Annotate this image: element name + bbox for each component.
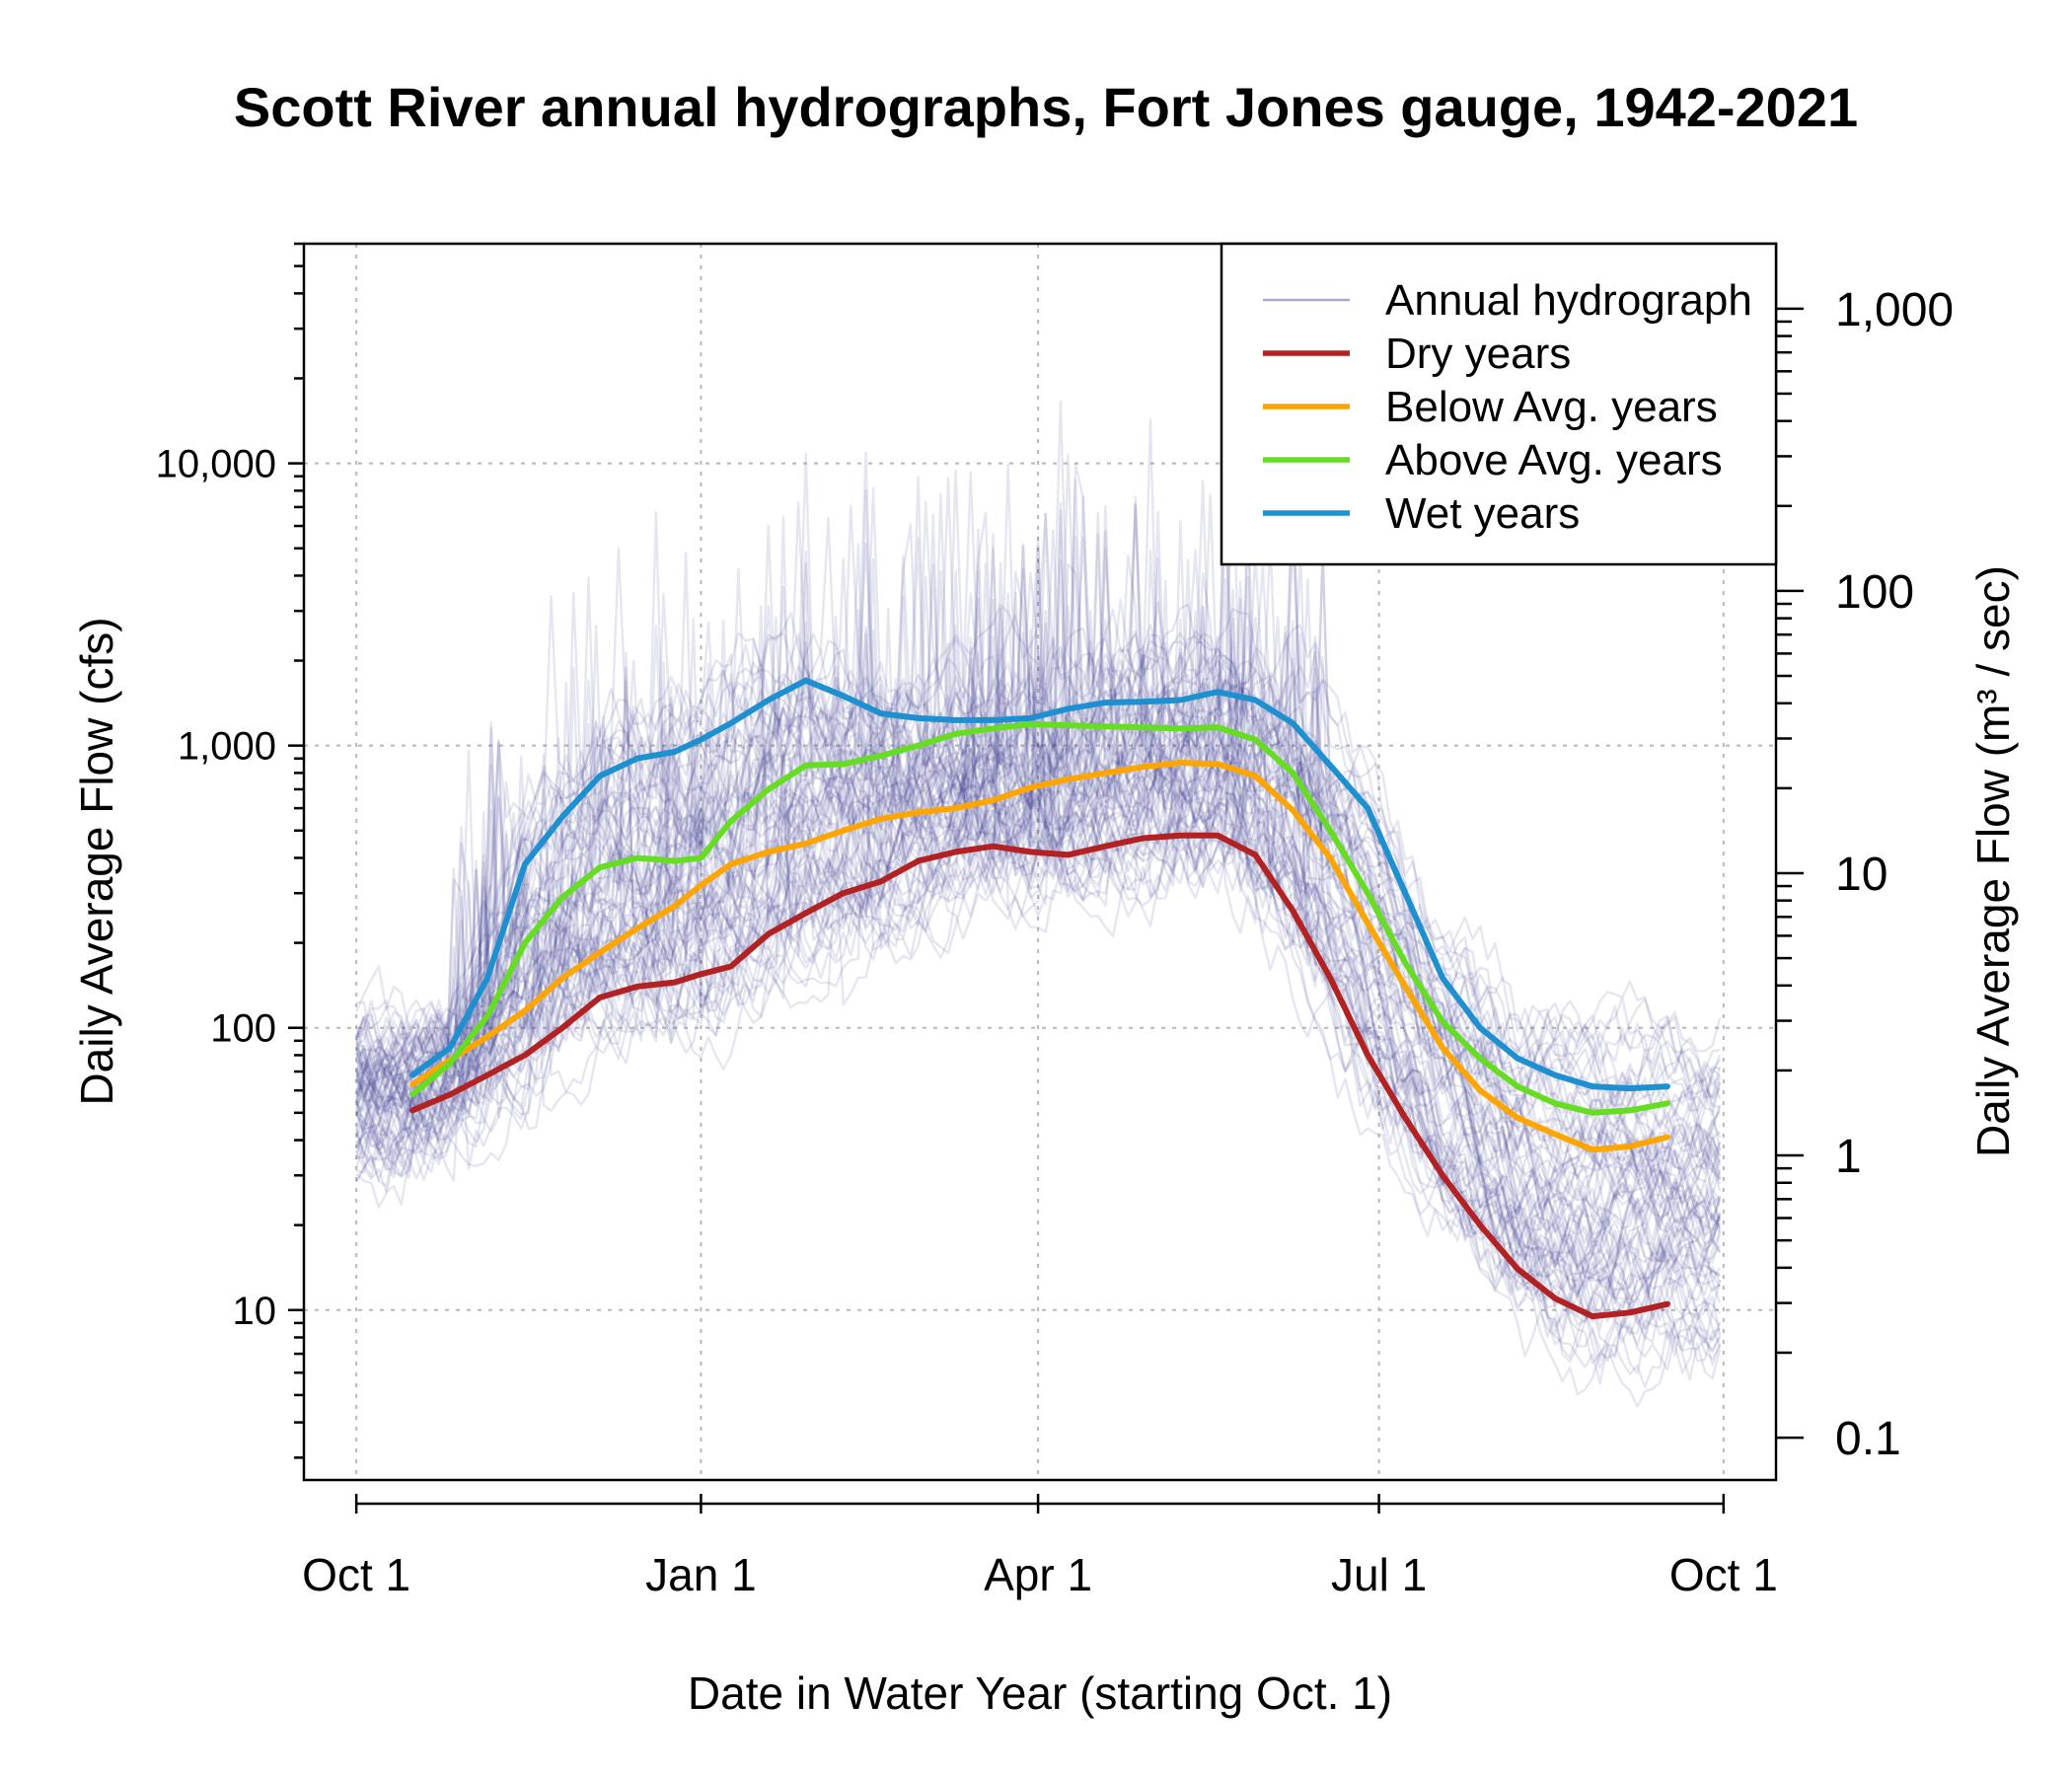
legend-label: Below Avg. years bbox=[1385, 383, 1718, 431]
series-line-dry-years bbox=[409, 832, 1670, 1320]
annual-hydrograph-line bbox=[355, 451, 1722, 1133]
annual-hydrograph-line bbox=[355, 592, 1722, 1173]
y2-tick-label: 1 bbox=[1835, 1131, 1862, 1183]
annual-hydrograph-line bbox=[355, 463, 1722, 1209]
annual-hydrograph-line bbox=[355, 631, 1722, 1361]
annual-hydrograph-line bbox=[355, 495, 1722, 1152]
annual-hydrograph-line bbox=[355, 554, 1722, 1239]
annual-hydrograph-line bbox=[355, 577, 1722, 1336]
legend-label: Annual hydrograph bbox=[1385, 276, 1752, 325]
annual-hydrograph-line bbox=[355, 683, 1722, 1256]
x-tick-label: Oct 1 bbox=[302, 1549, 410, 1600]
annual-hydrograph-line bbox=[355, 400, 1722, 1157]
annual-hydrograph-line bbox=[355, 510, 1722, 1201]
annual-hydrograph-line bbox=[355, 605, 1722, 1210]
annual-hydrographs bbox=[355, 400, 1722, 1408]
annual-hydrograph-line bbox=[355, 558, 1722, 1234]
legend: Annual hydrograph Dry years Below Avg. yea… bbox=[1220, 242, 1778, 566]
annual-hydrograph-line bbox=[355, 546, 1722, 1201]
y-axis-title: Daily Average Flow (cfs) bbox=[71, 617, 122, 1105]
annual-hydrograph-line bbox=[355, 635, 1722, 1324]
annual-hydrograph-line bbox=[355, 651, 1722, 1288]
annual-hydrograph-line bbox=[356, 502, 1721, 1113]
annual-hydrograph-line bbox=[356, 762, 1722, 1261]
annual-hydrograph-line bbox=[355, 569, 1722, 1328]
annual-hydrograph-line bbox=[355, 461, 1721, 1158]
annual-hydrograph-line bbox=[355, 528, 1722, 1269]
annual-hydrograph-line bbox=[355, 657, 1722, 1278]
annual-hydrograph-line bbox=[355, 452, 1722, 1117]
y2-tick-label: 10 bbox=[1835, 849, 1887, 901]
left-axis: 10 100 1,000 10,000 bbox=[156, 242, 304, 1459]
y2-tick-label: 0.1 bbox=[1835, 1413, 1901, 1465]
annual-hydrograph-line bbox=[355, 477, 1722, 1202]
y2-tick-label: 1,000 bbox=[1835, 284, 1954, 336]
annual-hydrograph-line bbox=[355, 589, 1722, 1347]
annual-hydrograph-line bbox=[355, 533, 1722, 1179]
annual-hydrograph-line bbox=[355, 512, 1722, 1117]
x-tick-label: Apr 1 bbox=[984, 1549, 1092, 1600]
annual-hydrograph-line bbox=[355, 480, 1722, 1226]
y2-tick-label: 100 bbox=[1835, 566, 1914, 619]
annual-hydrograph-line bbox=[355, 501, 1722, 1202]
plot-frame bbox=[302, 242, 1778, 1482]
annual-hydrograph-line bbox=[355, 605, 1722, 1305]
annual-hydrograph-line bbox=[355, 700, 1722, 1371]
series-line-wet-years bbox=[409, 677, 1670, 1092]
annual-hydrograph-line bbox=[355, 597, 1722, 1270]
annual-hydrograph-line bbox=[356, 675, 1721, 1304]
annual-hydrograph-line bbox=[355, 661, 1722, 1317]
y-tick-label: 1,000 bbox=[178, 725, 276, 769]
x-tick-label: Oct 1 bbox=[1669, 1549, 1778, 1600]
annual-hydrograph-line bbox=[355, 524, 1721, 1146]
legend-label: Dry years bbox=[1385, 330, 1571, 378]
annual-hydrograph-line bbox=[355, 417, 1722, 1210]
annual-hydrograph-line bbox=[355, 570, 1721, 1363]
x-tick-label: Jan 1 bbox=[645, 1549, 757, 1600]
annual-hydrograph-line bbox=[355, 536, 1721, 1191]
legend-label: Wet years bbox=[1385, 489, 1580, 538]
y2-axis-title: Daily Average Flow (m³ / sec) bbox=[1967, 565, 2019, 1157]
annual-hydrograph-line bbox=[355, 495, 1722, 1298]
x-axis-title: Date in Water Year (starting Oct. 1) bbox=[688, 1667, 1392, 1719]
annual-hydrograph-line bbox=[355, 489, 1722, 1187]
annual-hydrograph-line bbox=[355, 635, 1722, 1297]
annual-hydrograph-line bbox=[355, 476, 1721, 1131]
annual-hydrograph-line bbox=[355, 631, 1722, 1191]
x-tick-label: Jul 1 bbox=[1331, 1549, 1427, 1600]
right-axis: 0.1 1 10 100 1,000 bbox=[1776, 284, 1954, 1465]
annual-hydrograph-line bbox=[355, 696, 1722, 1304]
annual-hydrograph-line bbox=[355, 757, 1721, 1276]
annual-hydrograph-line bbox=[355, 479, 1722, 1206]
annual-hydrograph-line bbox=[355, 545, 1722, 1316]
annual-hydrograph-line bbox=[355, 607, 1722, 1354]
y-tick-label: 10 bbox=[233, 1290, 277, 1333]
annual-hydrograph-line bbox=[355, 575, 1722, 1408]
series-line-below-avg-years bbox=[409, 760, 1670, 1153]
annual-hydrograph-line bbox=[355, 632, 1722, 1326]
y-tick-label: 100 bbox=[210, 1007, 276, 1051]
annual-hydrograph-line bbox=[355, 420, 1722, 1117]
bottom-axis: Oct 1 Jan 1 Apr 1 Jul 1 Oct 1 bbox=[302, 1494, 1778, 1600]
chart-title: Scott River annual hydrographs, Fort Jon… bbox=[234, 76, 1858, 138]
annual-hydrograph-line bbox=[356, 575, 1722, 1287]
annual-hydrograph-line bbox=[355, 758, 1722, 1362]
annual-hydrograph-line bbox=[355, 486, 1722, 1225]
series-line-above-avg-years bbox=[409, 721, 1670, 1116]
annual-hydrograph-line bbox=[355, 570, 1722, 1396]
annual-hydrograph-line bbox=[355, 561, 1721, 1293]
annual-hydrograph-line bbox=[355, 747, 1722, 1363]
class-mean-lines bbox=[409, 677, 1670, 1320]
annual-hydrograph-line bbox=[355, 655, 1722, 1324]
y-tick-label: 10,000 bbox=[156, 443, 276, 486]
annual-hydrograph-line bbox=[355, 629, 1722, 1283]
legend-label: Above Avg. years bbox=[1385, 436, 1723, 484]
